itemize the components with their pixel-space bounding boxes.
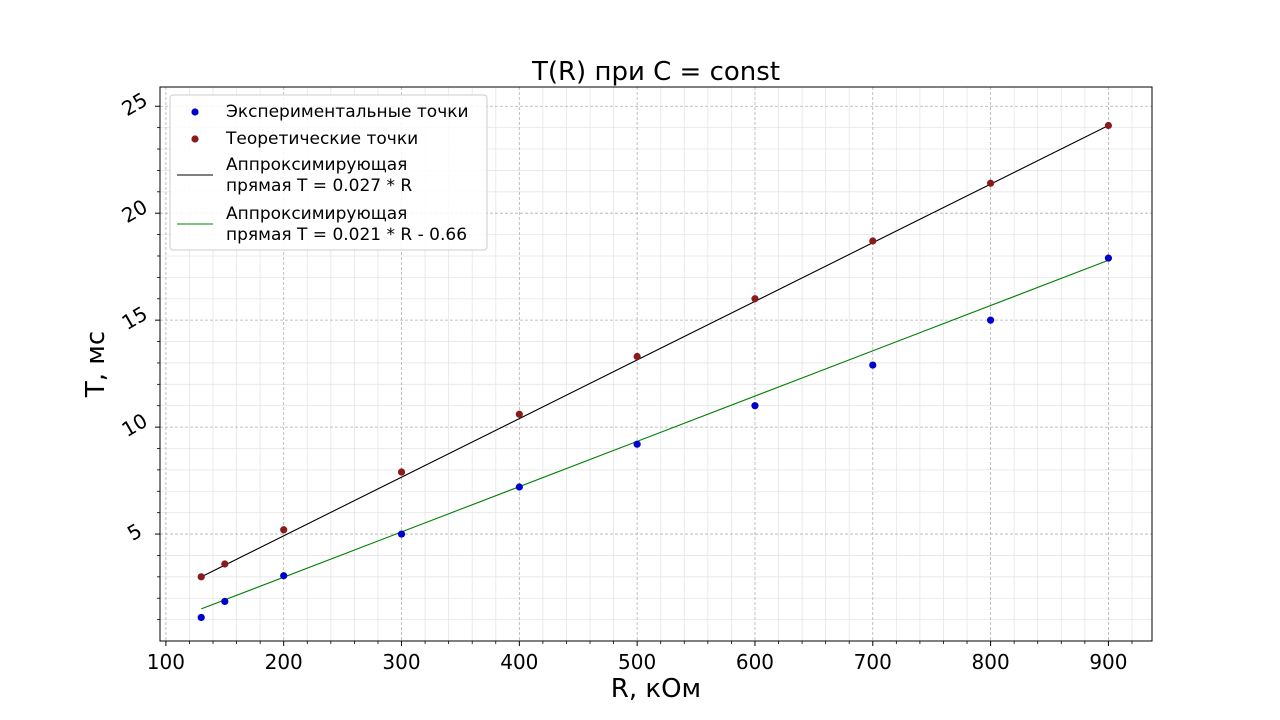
y-axis-label: T, мс [81, 331, 111, 398]
x-tick-label: 300 [382, 650, 420, 674]
x-tick-label: 400 [500, 650, 538, 674]
legend-label-line: прямая T = 0.027 * R [226, 176, 412, 196]
data-point [280, 526, 288, 534]
legend-label-line: Аппроксимирующая [226, 155, 407, 175]
legend-marker [191, 135, 199, 143]
data-point [986, 179, 995, 187]
data-point [397, 468, 406, 476]
data-point [397, 530, 406, 538]
x-tick-label: 600 [736, 650, 774, 674]
data-point [751, 402, 759, 410]
fit-line [201, 259, 1109, 610]
data-point [633, 440, 641, 448]
data-point [197, 613, 205, 622]
data-point [869, 237, 877, 245]
data-point [1104, 254, 1113, 262]
legend-label: Теоретические точки [225, 129, 418, 149]
chart-title: T(R) при C = const [531, 57, 780, 87]
x-tick-label: 700 [854, 650, 892, 674]
data-point [633, 352, 641, 361]
data-point [869, 361, 877, 369]
legend: Экспериментальные точки Теоретические точ… [169, 94, 488, 251]
x-axis-label: R, кОм [611, 674, 701, 704]
data-point [515, 483, 523, 491]
x-tick-label: 100 [147, 650, 185, 674]
series-layer [197, 121, 1113, 622]
x-tick-label: 900 [1089, 650, 1127, 674]
data-point [221, 560, 229, 568]
fit-line [200, 125, 1109, 578]
data-point [280, 572, 288, 580]
legend-box [169, 94, 488, 251]
data-point [221, 597, 229, 606]
data-point [197, 573, 205, 581]
x-tick-label: 200 [265, 650, 303, 674]
data-point [751, 295, 759, 303]
legend-marker [191, 108, 199, 116]
x-tick-label: 500 [618, 650, 656, 674]
data-point [515, 410, 523, 418]
legend-label-line: Аппроксимирующая [226, 204, 407, 224]
legend-label: Экспериментальные точки [226, 102, 469, 122]
x-tick-label: 800 [972, 650, 1010, 674]
legend-label-line: прямая T = 0.021 * R - 0.66 [226, 225, 467, 245]
data-point [1104, 121, 1113, 130]
data-point [986, 316, 995, 324]
plot-frame [159, 86, 1153, 642]
